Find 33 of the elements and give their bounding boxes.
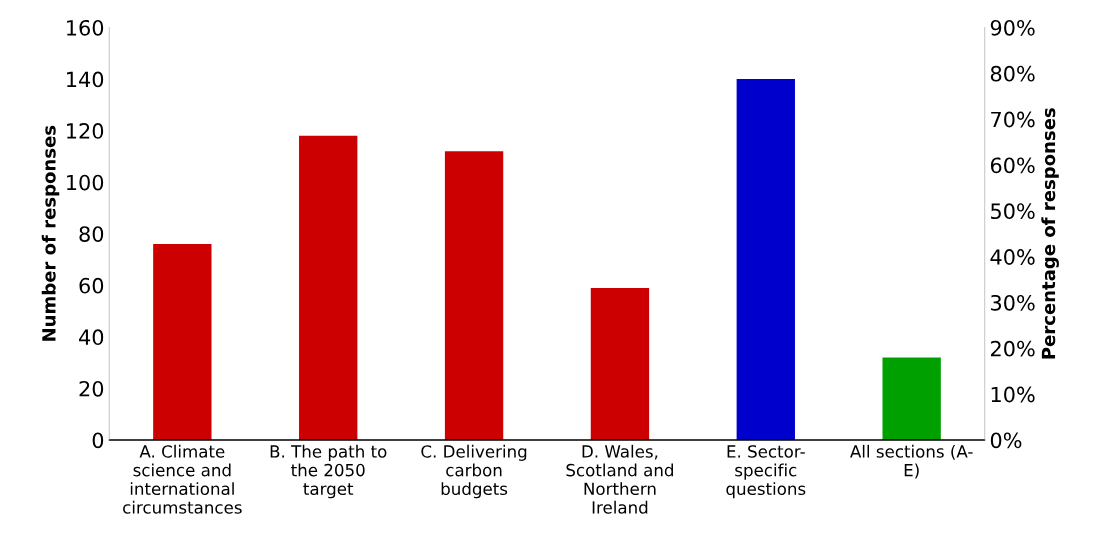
y-tick-label: 0 xyxy=(92,432,104,449)
y2-tick-label: 80% xyxy=(990,65,1035,82)
bar xyxy=(299,135,358,440)
y2-tick-label: 90% xyxy=(990,19,1035,36)
y-tick-label: 80 xyxy=(79,226,104,242)
x-tick-label: All sections (A- E) xyxy=(850,444,973,479)
x-tick-label: B. The path to the 2050 target xyxy=(270,444,387,499)
y-axis-title: Number of responses xyxy=(41,125,60,341)
y-tick-label: 60 xyxy=(79,277,104,294)
x-tick-label: C. Delivering carbon budgets xyxy=(421,444,527,499)
bar xyxy=(736,79,795,440)
x-tick-label: D. Wales, Scotland and Northern Ireland xyxy=(566,444,673,514)
y2-tick-label: 70% xyxy=(991,111,1035,128)
y-tick-label: 140 xyxy=(67,71,104,88)
y-tick-label: 20 xyxy=(79,380,104,397)
bar xyxy=(882,357,941,440)
y2-tick-label: 20% xyxy=(990,340,1035,357)
y2-tick-label: 60% xyxy=(990,157,1035,174)
y2-tick-label: 0% xyxy=(990,432,1022,449)
y-tick-label: 120 xyxy=(67,123,104,139)
y2-tick-label: 40% xyxy=(990,249,1035,265)
bar xyxy=(153,244,212,440)
x-tick-label: E. Sector- specific questions xyxy=(726,445,806,499)
y-tick-label: 40 xyxy=(79,329,104,346)
y2-tick-label: 50% xyxy=(991,203,1035,220)
y-tick-label: 100 xyxy=(67,174,104,191)
bar xyxy=(590,287,650,440)
bar xyxy=(444,151,504,440)
y-tick-label: 160 xyxy=(67,19,104,36)
y2-tick-label: 30% xyxy=(991,294,1035,311)
y2-tick-label: 10% xyxy=(991,386,1035,403)
y2-axis-title: Percentage of responses xyxy=(1041,108,1059,359)
x-tick-label: A. Climate science and international circumstances xyxy=(123,444,242,514)
